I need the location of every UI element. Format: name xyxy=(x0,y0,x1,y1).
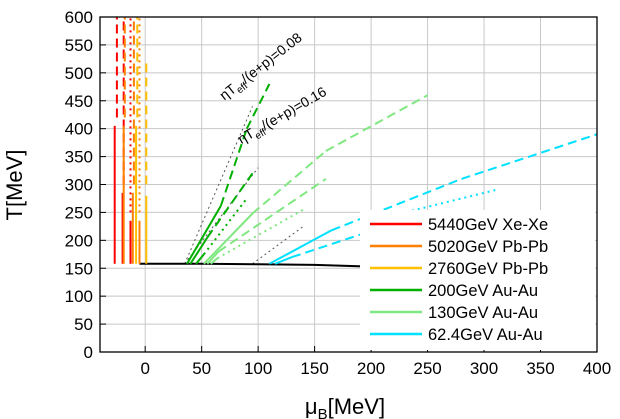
x-tick-label: 0 xyxy=(140,359,149,378)
legend-label: 130GeV Au-Au xyxy=(428,304,538,322)
x-tick-label: 250 xyxy=(413,359,441,378)
y-tick-label: 500 xyxy=(65,64,93,83)
x-axis-label-subscript: B xyxy=(318,406,328,419)
plot-frame xyxy=(99,16,598,353)
series-line-200gev-au-au xyxy=(206,172,254,239)
y-tick-label: 450 xyxy=(65,92,93,111)
y-tick-label: 200 xyxy=(65,231,93,250)
series-line-130gev-au-au xyxy=(325,94,429,152)
series-line-130gev-au-au xyxy=(210,257,219,265)
y-tick-label: 150 xyxy=(65,259,93,278)
series-line-130gev-au-au xyxy=(251,150,327,215)
series-line-200gev-au-au xyxy=(195,253,205,265)
y-tick-label: 0 xyxy=(84,343,93,362)
y-tick-label: 550 xyxy=(65,36,93,55)
x-tick-label: 400 xyxy=(583,359,611,378)
x-tick-label: 100 xyxy=(244,359,272,378)
x-tick-label: 150 xyxy=(300,359,328,378)
guide-line xyxy=(252,225,304,265)
series-line-62-4gev-au-au xyxy=(268,229,333,265)
legend-label: 5020GeV Pb-Pb xyxy=(428,238,548,256)
legend-label: 62.4GeV Au-Au xyxy=(428,326,543,344)
annotation-text: /(e+p)=0.08 xyxy=(238,29,305,86)
transition-line xyxy=(139,262,372,268)
series-line-130gev-au-au xyxy=(206,250,220,265)
y-tick-label: 300 xyxy=(65,176,93,195)
series-line-200gev-au-au xyxy=(189,236,209,265)
annotation: ηTeff/(e+p)=0.16 xyxy=(235,83,332,150)
series-line-130gev-au-au xyxy=(203,212,254,265)
legend: 5440GeV Xe-Xe 5020GeV Pb-Pb 2760GeV Pb-Pb 2… xyxy=(360,210,595,350)
y-tick-label: 350 xyxy=(65,148,93,167)
legend-label: 2760GeV Pb-Pb xyxy=(428,260,548,278)
x-tick-label: 300 xyxy=(470,359,498,378)
guide-line xyxy=(184,106,253,264)
y-tick-label: 400 xyxy=(65,120,93,139)
series-line-62-4gev-au-au xyxy=(331,177,462,232)
series-line-200gev-au-au xyxy=(245,83,271,130)
series-line-130gev-au-au xyxy=(218,178,327,253)
x-axis-label-unit: [MeV] xyxy=(328,394,385,419)
y-tick-label: 250 xyxy=(65,203,93,222)
y-tick-label: 50 xyxy=(74,315,93,334)
x-axis-label-symbol: μ xyxy=(305,394,318,419)
x-tick-label: 200 xyxy=(357,359,385,378)
annotation: ηTeff/(e+p)=0.08 xyxy=(216,29,307,106)
y-tick-label: 100 xyxy=(65,287,93,306)
series-line-62-4gev-au-au xyxy=(274,256,293,265)
annotation-subscript: eff xyxy=(253,127,268,142)
x-axis-label: μB[MeV] xyxy=(305,394,385,419)
ticks: 0 50 100 150 200 250 300 350 400 0 50 100 150 200 250 3… xyxy=(65,8,612,378)
y-axis-label: T[MeV] xyxy=(2,150,27,221)
x-tick-label: 350 xyxy=(526,359,554,378)
legend-box xyxy=(360,210,595,350)
series-line-130gev-au-au xyxy=(217,208,304,260)
series-line-200gev-au-au xyxy=(186,205,222,265)
legend-label: 5440GeV Xe-Xe xyxy=(428,216,548,234)
x-tick-label: 50 xyxy=(192,359,211,378)
series-line-62-4gev-au-au xyxy=(461,133,598,180)
transition-line-path xyxy=(139,262,372,268)
y-tick-label: 600 xyxy=(65,8,93,27)
annotation-text: /(e+p)=0.16 xyxy=(258,83,329,133)
legend-label: 200GeV Au-Au xyxy=(428,282,538,300)
